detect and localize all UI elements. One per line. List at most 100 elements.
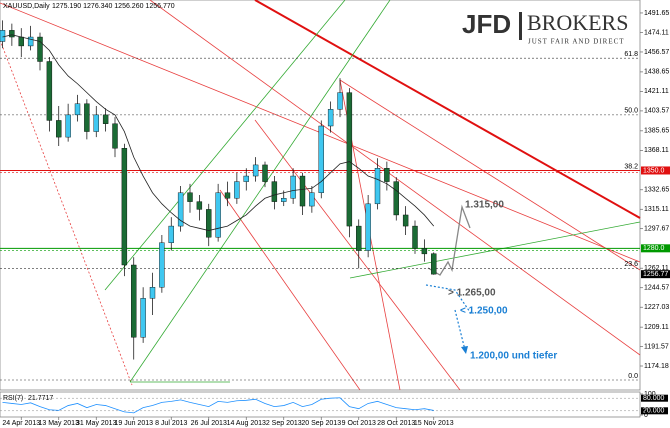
fib-label: 50.0 xyxy=(624,108,638,115)
x-tick-label: 26 Jul 2013 xyxy=(191,420,227,427)
candle-body xyxy=(215,192,221,238)
level-label: 1280.0 xyxy=(643,245,665,252)
y-tick-label: 1297.67 xyxy=(644,226,669,233)
candle-body xyxy=(252,164,259,177)
x-tick-label: 20 Sep 2013 xyxy=(301,420,341,427)
y-tick-label: 1227.03 xyxy=(644,304,669,311)
fib-label: 38.2 xyxy=(624,163,638,170)
rsi-line xyxy=(2,397,434,414)
candle-body xyxy=(84,103,90,132)
annotation: < 1.250,00 xyxy=(460,306,508,317)
candle-body xyxy=(299,175,306,207)
candle-body xyxy=(431,253,437,275)
y-tick-label: 1438.65 xyxy=(644,69,669,76)
x-tick-label: 31 May 2013 xyxy=(76,420,117,427)
candle-body xyxy=(159,242,165,288)
candle-body xyxy=(206,209,212,238)
rsi-level-box xyxy=(641,407,668,415)
candle-body xyxy=(112,123,118,149)
logo-right: BROKERS xyxy=(527,10,628,35)
y-tick-label: 1474.11 xyxy=(644,29,669,36)
logo-tagline: JUST FAIR AND DIRECT xyxy=(528,38,625,46)
main-panel xyxy=(0,0,641,391)
x-tick-label: 15 Nov 2013 xyxy=(414,420,454,427)
x-tick-label: 19 Jun 2013 xyxy=(114,420,153,427)
rsi-tick-label: 0 xyxy=(644,412,648,419)
candle-body xyxy=(421,248,428,255)
y-tick-label: 1174.18 xyxy=(644,363,669,370)
x-tick-label: 8 Jul 2013 xyxy=(155,420,187,427)
candle-body xyxy=(18,36,24,47)
rsi-tick-label: 80.000 xyxy=(643,395,665,402)
candle-body xyxy=(393,181,399,216)
level-label: 1256.77 xyxy=(643,271,668,278)
fib-label: 61.8 xyxy=(624,51,638,58)
level-box xyxy=(641,244,670,253)
candle-body xyxy=(224,192,231,199)
candle-body xyxy=(243,175,249,182)
candle-body xyxy=(356,225,362,251)
candle-body xyxy=(262,164,268,182)
fib-label: 23.6 xyxy=(624,261,638,268)
rsi-tick-label: 100 xyxy=(644,391,656,398)
y-tick-label: 1244.57 xyxy=(644,285,669,292)
y-tick-label: 1368.11 xyxy=(644,147,669,154)
candle-body xyxy=(234,181,240,199)
candle-body xyxy=(346,92,353,227)
fib-label: 0.0 xyxy=(628,373,638,380)
candle-body xyxy=(9,30,15,38)
candle-body xyxy=(281,198,287,202)
candle-body xyxy=(131,264,137,338)
level-label: 1350.0 xyxy=(643,167,665,174)
candle-body xyxy=(290,175,296,199)
candle-body xyxy=(102,114,109,124)
y-tick-label: 1315.11 xyxy=(644,206,669,213)
annotation: > 1.265,00 xyxy=(448,288,496,299)
y-tick-label: 1191.57 xyxy=(644,344,669,351)
candle-body xyxy=(327,109,334,127)
candle-body xyxy=(65,114,71,138)
candle-body xyxy=(149,287,156,299)
x-tick-label: 14 Aug 2013 xyxy=(227,420,266,427)
x-tick-label: 24 Apr 2013 xyxy=(2,420,40,427)
rsi-level-box xyxy=(641,394,668,402)
candle-body xyxy=(271,181,278,202)
candle-body xyxy=(177,192,184,227)
y-tick-label: 1491.65 xyxy=(644,10,669,17)
y-tick-label: 1403.57 xyxy=(644,108,669,115)
x-tick-label: 9 Oct 2013 xyxy=(342,420,376,427)
y-tick-label: 1332.65 xyxy=(644,187,669,194)
rsi-tick-label: 20.000 xyxy=(643,408,665,415)
y-tick-label: 1209.11 xyxy=(644,324,669,331)
header-values: 1275.190 1276.340 1256.260 1256.770 xyxy=(52,3,175,10)
x-tick-label: 13 May 2013 xyxy=(39,420,80,427)
level-box xyxy=(641,166,670,175)
candle-body xyxy=(318,125,324,193)
candle-body xyxy=(365,203,371,251)
candle-body xyxy=(374,168,381,205)
y-tick-label: 1456.57 xyxy=(644,49,669,56)
level-box xyxy=(641,270,670,279)
x-tick-label: 2 Sep 2013 xyxy=(266,420,302,427)
candle-body xyxy=(384,168,390,182)
candle-body xyxy=(412,225,418,249)
logo-left: JFD xyxy=(462,9,511,39)
candle-body xyxy=(0,30,6,42)
annotation: 1.315,00 xyxy=(465,200,504,211)
candle-body xyxy=(337,92,343,110)
candle-body xyxy=(309,192,315,207)
candle-body xyxy=(402,214,409,227)
candle-body xyxy=(93,114,99,132)
logo: JFD BROKERS JUST FAIR AND DIRECT xyxy=(462,9,628,46)
x-tick-label: 28 Oct 2013 xyxy=(377,420,415,427)
symbol: XAUUSD,Daily xyxy=(3,3,50,10)
candle-body xyxy=(121,148,128,266)
candle-body xyxy=(196,201,203,210)
rsi-panel xyxy=(0,391,641,418)
candle-body xyxy=(37,36,43,62)
moving-average xyxy=(2,34,435,231)
candle-body xyxy=(187,192,193,202)
y-tick-label: 1262.11 xyxy=(644,265,669,272)
y-tick-label: 1385.65 xyxy=(644,128,669,135)
